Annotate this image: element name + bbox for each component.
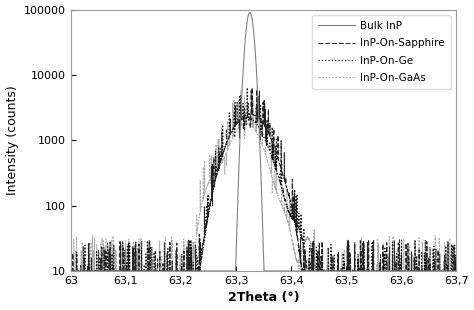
InP-On-Ge <box>233 124 239 127</box>
Bulk InP <box>251 34 257 38</box>
Legend: Bulk InP, InP-On-Sapphire, InP-On-Ge, InP-On-GaAs: Bulk InP, InP-On-Sapphire, InP-On-Ge, In… <box>312 15 451 89</box>
Line: InP-On-GaAs: InP-On-GaAs <box>71 90 456 271</box>
Bulk InP <box>453 269 459 273</box>
Bulk InP <box>230 269 236 273</box>
InP-On-Sapphire <box>230 127 236 131</box>
InP-On-GaAs <box>453 269 459 273</box>
InP-On-GaAs <box>230 136 236 140</box>
InP-On-Sapphire <box>255 85 260 89</box>
Y-axis label: Intensity (counts): Intensity (counts) <box>6 86 18 195</box>
Bulk InP <box>442 269 447 273</box>
InP-On-Ge <box>230 128 236 132</box>
InP-On-GaAs <box>442 269 447 273</box>
InP-On-Sapphire <box>348 269 354 273</box>
Line: Bulk InP: Bulk InP <box>71 12 456 271</box>
InP-On-Sapphire <box>453 269 459 273</box>
InP-On-Ge <box>68 269 74 273</box>
InP-On-GaAs <box>233 130 239 133</box>
InP-On-GaAs <box>251 127 257 131</box>
Bulk InP <box>422 269 428 273</box>
InP-On-GaAs <box>68 269 74 273</box>
InP-On-Sapphire <box>251 113 257 117</box>
Bulk InP <box>233 261 239 265</box>
InP-On-Ge <box>442 269 447 273</box>
InP-On-Sapphire <box>422 269 428 273</box>
InP-On-Ge <box>348 269 354 273</box>
InP-On-Ge <box>245 86 250 90</box>
InP-On-Ge <box>453 269 459 273</box>
Bulk InP <box>247 11 253 14</box>
Bulk InP <box>348 269 354 273</box>
Bulk InP <box>68 269 74 273</box>
InP-On-Ge <box>422 269 428 273</box>
InP-On-Ge <box>251 119 257 123</box>
InP-On-GaAs <box>422 269 428 273</box>
Line: InP-On-Ge: InP-On-Ge <box>71 88 456 271</box>
InP-On-Sapphire <box>442 269 447 273</box>
InP-On-GaAs <box>348 269 354 273</box>
InP-On-Sapphire <box>68 269 74 273</box>
InP-On-GaAs <box>238 88 244 92</box>
InP-On-Sapphire <box>233 122 239 126</box>
Line: InP-On-Sapphire: InP-On-Sapphire <box>71 87 456 271</box>
X-axis label: 2Theta (°): 2Theta (°) <box>228 291 300 304</box>
